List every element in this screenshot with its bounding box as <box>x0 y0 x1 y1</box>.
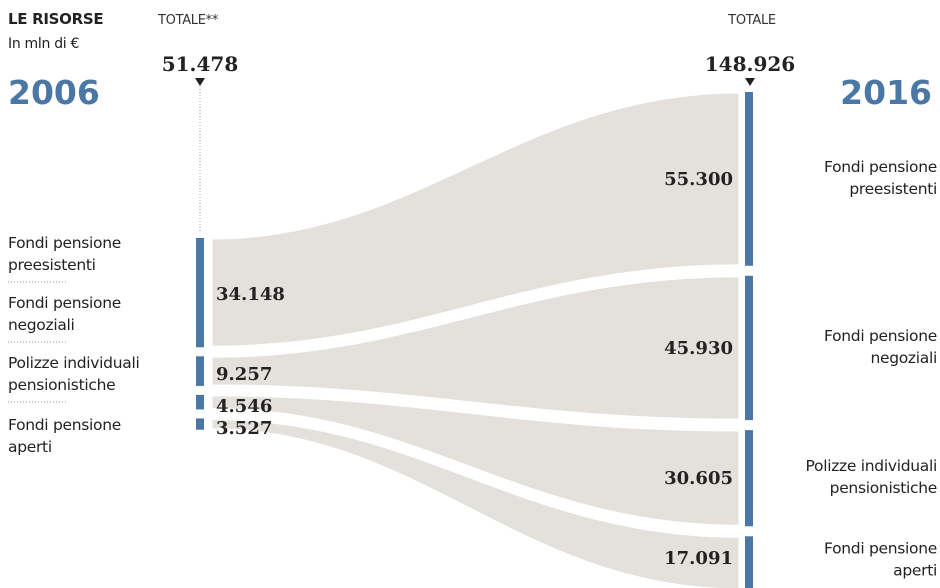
chart-title: LE RISORSE <box>8 10 103 28</box>
left-label-polizze-individuali: Polizze individuali <box>8 354 139 372</box>
total-right-label: TOTALE <box>727 13 776 28</box>
right-value-45-930: 45.930 <box>664 338 733 359</box>
right-bar-3 <box>745 430 753 527</box>
right-label-fondi-pensione: Fondi pensione <box>824 158 937 176</box>
left-bar-4 <box>196 418 204 430</box>
left-label-pensionistiche: pensionistiche <box>8 376 115 394</box>
year-right: 2016 <box>840 73 932 112</box>
left-total-marker <box>195 78 205 86</box>
left-value-3-527: 3.527 <box>216 418 272 439</box>
right-label-fondi-pensione: Fondi pensione <box>824 540 937 558</box>
right-label-fondi-pensione: Fondi pensione <box>824 327 937 345</box>
right-bar-2 <box>745 275 753 421</box>
right-total-marker <box>745 78 755 86</box>
left-value-34-148: 34.148 <box>216 284 285 305</box>
category-labels: Fondi pensione preesistenti Fondi pensione… <box>8 158 937 580</box>
left-bar-1 <box>196 238 204 348</box>
right-label-pensionistiche: pensionistiche <box>830 479 937 497</box>
right-label-preesistenti: preesistenti <box>849 180 937 198</box>
bars <box>196 92 753 588</box>
right-label-negoziali: negoziali <box>870 349 937 367</box>
right-value-30-605: 30.605 <box>664 468 733 489</box>
flow-2 <box>209 274 742 422</box>
total-left-value: 51.478 <box>162 52 239 76</box>
year-left: 2006 <box>8 73 100 112</box>
flow-3 <box>209 393 742 528</box>
flow-1 <box>209 90 742 349</box>
chart-subtitle: In mln di € <box>8 36 79 52</box>
right-bar-1 <box>745 92 753 266</box>
total-right-value: 148.926 <box>705 52 795 76</box>
flow-4 <box>209 416 742 588</box>
left-label-negoziali: negoziali <box>8 316 75 334</box>
right-value-55-300: 55.300 <box>664 169 733 190</box>
flows <box>209 90 742 588</box>
left-label-fondi-pensione: Fondi pensione <box>8 416 121 434</box>
right-value-17-091: 17.091 <box>664 548 733 569</box>
right-bar-4 <box>745 536 753 588</box>
right-label-polizze-individuali: Polizze individuali <box>806 457 937 475</box>
left-bar-2 <box>196 356 204 386</box>
left-label-fondi-pensione: Fondi pensione <box>8 234 121 252</box>
left-label-preesistenti: preesistenti <box>8 256 96 274</box>
left-value-4-546: 4.546 <box>216 396 272 417</box>
left-label-aperti: aperti <box>8 438 52 456</box>
left-bar-3 <box>196 394 204 410</box>
left-value-9-257: 9.257 <box>216 364 272 385</box>
left-label-fondi-pensione: Fondi pensione <box>8 294 121 312</box>
total-left-label: TOTALE** <box>157 13 219 28</box>
right-label-aperti: aperti <box>893 562 937 580</box>
